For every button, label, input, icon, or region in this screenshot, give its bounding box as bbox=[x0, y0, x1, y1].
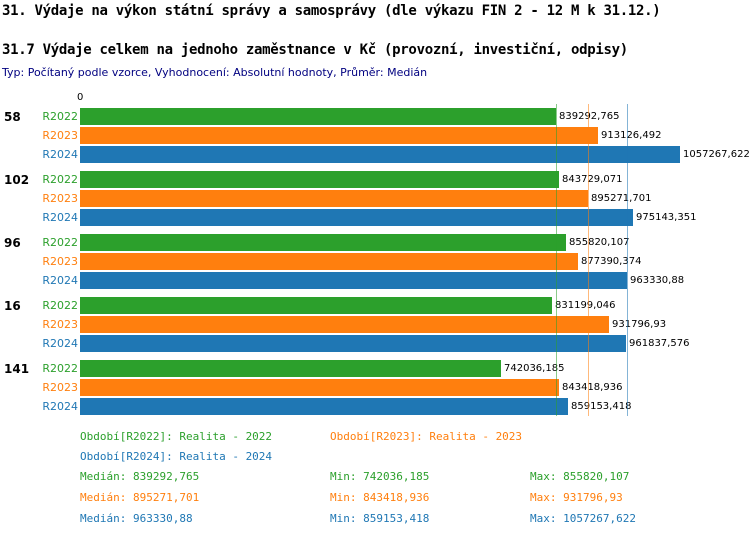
stats-row: Medián: 895271,701 Min: 843418,936 Max: 93… bbox=[80, 491, 740, 512]
series-label-r2024: R2024 bbox=[42, 148, 78, 161]
bar-row: R2023 931796,93 bbox=[0, 316, 750, 333]
bar-r2022-141 bbox=[80, 360, 501, 377]
chart-meta-line: Typ: Počítaný podle vzorce, Vyhodnocení:… bbox=[2, 66, 428, 79]
bar-group-16: 16 R2022 831199,046 R2023 931796,93 R2024 9618… bbox=[0, 297, 750, 352]
chart-subtitle: 31.7 Výdaje celkem na jednoho zaměstnanc… bbox=[2, 42, 628, 58]
bar-chart: 0 58 R2022 839292,765 R2023 913126,492 R2024 1… bbox=[0, 90, 750, 425]
bar-r2022-96 bbox=[80, 234, 566, 251]
bar-value-label: 843418,936 bbox=[562, 382, 623, 393]
stat-max: Max: 931796,93 bbox=[530, 491, 623, 504]
bar-value-label: 855820,107 bbox=[569, 237, 630, 248]
legend-item: Období[R2022]: Realita - 2022 bbox=[80, 430, 273, 443]
category-label: 141 bbox=[4, 361, 30, 376]
series-label-r2023: R2023 bbox=[42, 192, 78, 205]
stat-median: Medián: 963330,88 bbox=[80, 512, 193, 525]
legend-item: Období[R2024]: Realita - 2024 bbox=[80, 450, 273, 463]
series-label-r2022: R2022 bbox=[42, 110, 78, 123]
bar-row: R2024 859153,418 bbox=[0, 398, 750, 415]
series-label-r2022: R2022 bbox=[42, 173, 78, 186]
category-label: 16 bbox=[4, 298, 21, 313]
bar-r2022-102 bbox=[80, 171, 559, 188]
series-label-r2023: R2023 bbox=[42, 318, 78, 331]
stat-median: Medián: 839292,765 bbox=[80, 470, 200, 483]
bar-r2023-102 bbox=[80, 190, 588, 207]
bar-group-141: 141 R2022 742036,185 R2023 843418,936 R2024 85… bbox=[0, 360, 750, 415]
bar-r2024-141 bbox=[80, 398, 568, 415]
chart-legend: Období[R2022]: Realita - 2022 Období[R202… bbox=[80, 430, 740, 470]
stats-row: Medián: 963330,88 Min: 859153,418 Max: 105… bbox=[80, 512, 740, 533]
bar-value-label: 859153,418 bbox=[571, 401, 632, 412]
x-axis-origin-label: 0 bbox=[77, 92, 84, 103]
bar-value-label: 895271,701 bbox=[591, 193, 652, 204]
bar-row: R2024 1057267,622 bbox=[0, 146, 750, 163]
chart-title: 31. Výdaje na výkon státní správy a samo… bbox=[2, 3, 661, 19]
bar-r2024-102 bbox=[80, 209, 633, 226]
bar-r2024-96 bbox=[80, 272, 627, 289]
median-line bbox=[588, 104, 589, 416]
stat-median: Medián: 895271,701 bbox=[80, 491, 200, 504]
bar-r2022-16 bbox=[80, 297, 552, 314]
bar-row: R2024 975143,351 bbox=[0, 209, 750, 226]
bar-value-label: 975143,351 bbox=[636, 212, 697, 223]
bar-group-58: 58 R2022 839292,765 R2023 913126,492 R2024 105… bbox=[0, 108, 750, 163]
bar-row: R2024 963330,88 bbox=[0, 272, 750, 289]
bar-value-label: 843729,071 bbox=[562, 174, 623, 185]
series-label-r2024: R2024 bbox=[42, 274, 78, 287]
bar-row: R2023 913126,492 bbox=[0, 127, 750, 144]
stat-min: Min: 859153,418 bbox=[330, 512, 430, 525]
stats-row: Medián: 839292,765 Min: 742036,185 Max: 85… bbox=[80, 470, 740, 491]
bar-group-96: 96 R2022 855820,107 R2023 877390,374 R2024 963… bbox=[0, 234, 750, 289]
series-label-r2024: R2024 bbox=[42, 211, 78, 224]
bar-group-102: 102 R2022 843729,071 R2023 895271,701 R2024 97… bbox=[0, 171, 750, 226]
median-line bbox=[627, 104, 628, 416]
bar-value-label: 931796,93 bbox=[612, 319, 667, 330]
bar-row: R2023 877390,374 bbox=[0, 253, 750, 270]
bar-row: 102 R2022 843729,071 bbox=[0, 171, 750, 188]
category-label: 102 bbox=[4, 172, 30, 187]
bar-value-label: 963330,88 bbox=[630, 275, 685, 286]
bar-row: R2024 961837,576 bbox=[0, 335, 750, 352]
stat-max: Max: 1057267,622 bbox=[530, 512, 636, 525]
series-label-r2024: R2024 bbox=[42, 337, 78, 350]
bar-value-label: 839292,765 bbox=[559, 111, 620, 122]
bar-row: 141 R2022 742036,185 bbox=[0, 360, 750, 377]
series-label-r2024: R2024 bbox=[42, 400, 78, 413]
category-label: 58 bbox=[4, 109, 21, 124]
legend-item: Období[R2023]: Realita - 2023 bbox=[330, 430, 523, 443]
bar-r2022-58 bbox=[80, 108, 556, 125]
stat-max: Max: 855820,107 bbox=[530, 470, 630, 483]
bar-r2024-16 bbox=[80, 335, 626, 352]
bar-value-label: 961837,576 bbox=[629, 338, 690, 349]
bar-r2023-141 bbox=[80, 379, 559, 396]
bar-row: R2023 843418,936 bbox=[0, 379, 750, 396]
bar-r2023-16 bbox=[80, 316, 609, 333]
series-label-r2022: R2022 bbox=[42, 299, 78, 312]
bar-value-label: 877390,374 bbox=[581, 256, 642, 267]
bar-value-label: 1057267,622 bbox=[683, 149, 750, 160]
chart-plot-area: 58 R2022 839292,765 R2023 913126,492 R2024 105… bbox=[0, 108, 750, 423]
stat-min: Min: 742036,185 bbox=[330, 470, 430, 483]
bar-r2023-58 bbox=[80, 127, 598, 144]
bar-row: R2023 895271,701 bbox=[0, 190, 750, 207]
bar-row: 16 R2022 831199,046 bbox=[0, 297, 750, 314]
median-line bbox=[556, 104, 557, 416]
category-label: 96 bbox=[4, 235, 21, 250]
bar-row: 58 R2022 839292,765 bbox=[0, 108, 750, 125]
bar-r2024-58 bbox=[80, 146, 680, 163]
bar-value-label: 742036,185 bbox=[504, 363, 565, 374]
series-label-r2022: R2022 bbox=[42, 362, 78, 375]
bar-value-label: 831199,046 bbox=[555, 300, 616, 311]
bar-row: 96 R2022 855820,107 bbox=[0, 234, 750, 251]
bar-value-label: 913126,492 bbox=[601, 130, 662, 141]
chart-stats: Medián: 839292,765 Min: 742036,185 Max: 85… bbox=[80, 470, 740, 533]
series-label-r2023: R2023 bbox=[42, 129, 78, 142]
series-label-r2022: R2022 bbox=[42, 236, 78, 249]
bar-r2023-96 bbox=[80, 253, 578, 270]
series-label-r2023: R2023 bbox=[42, 381, 78, 394]
series-label-r2023: R2023 bbox=[42, 255, 78, 268]
stat-min: Min: 843418,936 bbox=[330, 491, 430, 504]
